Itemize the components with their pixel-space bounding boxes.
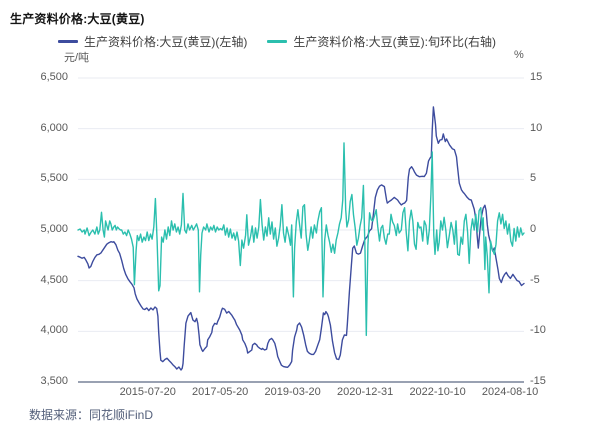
price-series-line[interactable] xyxy=(77,106,525,371)
left-axis-unit: 元/吨 xyxy=(64,52,90,64)
x-axis-tick: 2022-10-10 xyxy=(409,386,466,398)
x-axis-tick: 2015-07-20 xyxy=(119,386,176,398)
data-source-label: 数据来源：同花顺iFinD xyxy=(29,408,154,422)
right-axis-tick: -5 xyxy=(530,273,540,286)
right-axis-tick: 5 xyxy=(530,172,537,185)
legend: 生产资料价格:大豆(黄豆)(左轴) 生产资料价格:大豆(黄豆):旬环比(右轴) xyxy=(58,33,496,50)
legend-label-mom: 生产资料价格:大豆(黄豆):旬环比(右轴) xyxy=(293,35,496,49)
x-axis-tick: 2020-12-31 xyxy=(336,386,394,398)
right-axis-tick: -10 xyxy=(530,324,546,337)
left-axis-tick: 4,000 xyxy=(40,324,68,337)
right-axis-tick: -15 xyxy=(530,375,546,387)
x-axis-tick: 2017-05-20 xyxy=(192,386,249,398)
right-axis-tick: 15 xyxy=(530,71,543,83)
right-axis-tick: 10 xyxy=(530,121,543,134)
x-axis-tick: 2019-03-20 xyxy=(264,386,321,398)
right-axis-tick: 0 xyxy=(530,223,537,235)
legend-label-price: 生产资料价格:大豆(黄豆)(左轴) xyxy=(84,35,248,49)
x-axis-tick: 2024-08-10 xyxy=(481,386,539,398)
left-axis-tick: 6,500 xyxy=(40,71,68,83)
left-axis-tick: 5,500 xyxy=(40,172,68,185)
left-axis-tick: 4,500 xyxy=(40,273,68,286)
mom-series-line[interactable] xyxy=(77,142,525,337)
left-axis-tick: 5,000 xyxy=(40,223,68,235)
legend-item-price[interactable]: 生产资料价格:大豆(黄豆)(左轴) xyxy=(58,33,247,50)
price-series-swatch-icon xyxy=(58,40,78,43)
left-axis-tick: 3,500 xyxy=(40,375,68,387)
legend-item-mom[interactable]: 生产资料价格:大豆(黄豆):旬环比(右轴) xyxy=(267,33,496,50)
right-axis-unit: % xyxy=(514,49,524,61)
left-axis-tick: 6,000 xyxy=(40,121,68,134)
page-title: 生产资料价格:大豆(黄豆) xyxy=(10,12,145,26)
mom-series-swatch-icon xyxy=(267,40,288,43)
